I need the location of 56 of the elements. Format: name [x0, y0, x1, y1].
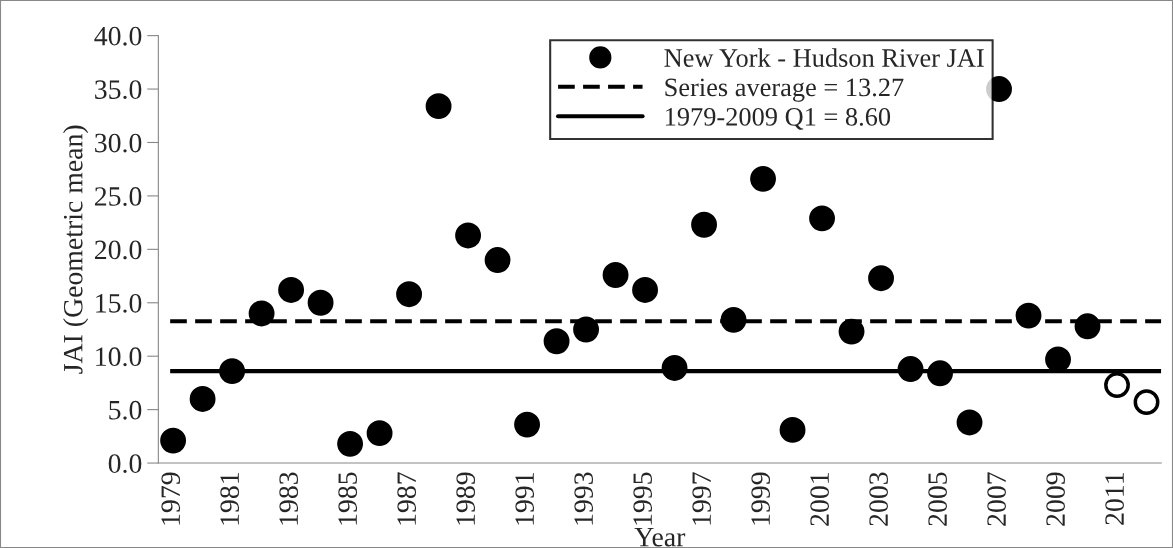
point — [396, 281, 423, 308]
x-tick-label: 2011 — [1105, 473, 1124, 525]
x-tick-label: 1989 — [456, 472, 476, 525]
point — [307, 289, 334, 316]
y-axis-title: JAI (Geometric mean) — [63, 125, 89, 374]
x-tick-label: 1991 — [515, 473, 535, 525]
point — [366, 420, 393, 447]
y-tick-label: 35.0 — [95, 80, 142, 100]
point — [809, 205, 835, 232]
x-tick-label: 1985 — [338, 472, 358, 525]
point — [543, 328, 570, 355]
point — [1104, 372, 1130, 398]
point — [514, 411, 541, 438]
point — [278, 277, 305, 303]
x-tick-label: 2007 — [987, 472, 1006, 526]
point — [425, 93, 452, 120]
point — [632, 277, 658, 303]
x-tick-label: 1995 — [633, 472, 653, 525]
point — [455, 222, 482, 249]
x-tick-label: 1981 — [220, 473, 240, 525]
legend-label: New York - Hudson River JAI — [664, 48, 984, 67]
x-tick-label: 2001 — [810, 473, 829, 526]
y-tick-label: 30.0 — [95, 133, 142, 153]
y-tick-label: 5.0 — [109, 400, 142, 420]
y-tick-label: 40.0 — [94, 26, 142, 46]
y-tick-label: 25.0 — [94, 187, 142, 206]
x-tick-label: 2003 — [869, 472, 888, 526]
point — [868, 265, 894, 292]
point — [956, 409, 983, 436]
x-tick-label: 1979 — [161, 472, 181, 525]
point — [750, 165, 776, 192]
point — [189, 386, 216, 412]
y-tick-label: 20.0 — [94, 240, 142, 260]
x-tick-label: 1983 — [279, 472, 299, 525]
x-axis-title: Year — [634, 528, 686, 547]
point — [602, 262, 629, 288]
x-tick-label: 1999 — [751, 472, 771, 525]
point — [484, 247, 511, 273]
point — [838, 318, 865, 345]
legend-label: 1979-2009 Q1 = 8.60 — [665, 107, 891, 130]
point — [160, 427, 187, 454]
point — [691, 211, 717, 238]
x-tick-label: 2009 — [1046, 472, 1065, 526]
point — [1133, 389, 1160, 416]
point — [337, 430, 364, 457]
x-tick-label: 1993 — [574, 472, 594, 525]
x-tick-label: 1997 — [692, 472, 712, 525]
point — [779, 417, 806, 443]
x-tick-label: 1987 — [397, 472, 417, 525]
y-tick-label: 10.0 — [96, 347, 142, 367]
point — [248, 300, 275, 327]
x-tick-label: 2005 — [928, 472, 947, 526]
y-tick-label: 0.0 — [108, 454, 142, 474]
legend-label: Series average = 13.27 — [665, 78, 904, 102]
y-tick-label: 15.0 — [96, 293, 142, 313]
point — [573, 316, 600, 343]
